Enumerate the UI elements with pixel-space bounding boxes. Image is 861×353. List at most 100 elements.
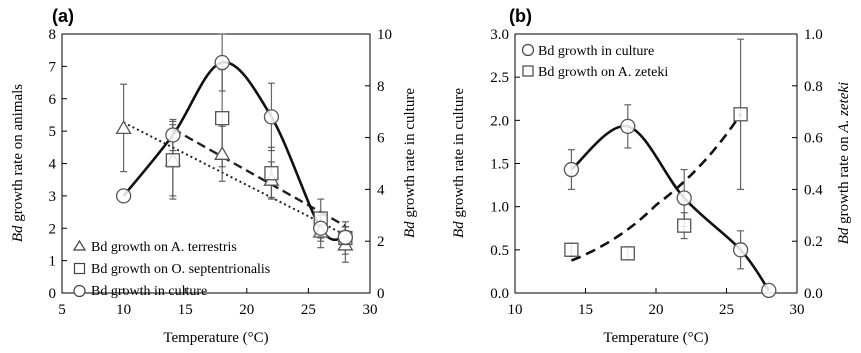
- right-y-tick-label: 6: [377, 131, 385, 147]
- panel-b-label: (b): [509, 6, 532, 26]
- legend-triangle-icon: [72, 239, 87, 251]
- panel-b: (b) 10 15 20 25 300.00.51.01.52.02.53.00.00.…: [451, 6, 852, 346]
- circle-data-point: [563, 161, 580, 178]
- panel-a-right-axis-label: Bd growth rate in culture: [402, 88, 418, 238]
- square-data-point: [733, 107, 748, 122]
- panel-a-x-axis-label: Temperature (°C): [163, 330, 268, 346]
- x-tick-label: 15: [178, 302, 193, 318]
- circle-data-point: [214, 54, 230, 71]
- panel-a-right-axis-label-rest: growth rate in culture: [402, 88, 418, 222]
- legend-square-icon: [522, 65, 534, 77]
- circle-data-point: [263, 109, 280, 125]
- left-y-tick-label: 0.0: [490, 286, 509, 302]
- circle-data-point: [115, 188, 132, 204]
- panel-b-ticks: 10 15 20 25 300.00.51.01.52.02.53.00.00.20.4…: [490, 27, 823, 318]
- panel-b-legend-culture: Bd growth in culture: [538, 44, 654, 59]
- square-data-point: [165, 153, 181, 168]
- x-tick-label: 20: [649, 302, 664, 318]
- right-y-tick-label: 2: [377, 234, 385, 250]
- panel-a-legend-septentrionalis: Bd growth on O. septentrionalis: [91, 262, 270, 277]
- right-y-tick-label: 10: [377, 27, 392, 43]
- legend-circle-icon: [73, 284, 86, 298]
- legend-square-icon: [73, 262, 86, 275]
- panel-b-right-axis-label-italic2: A. zeteki: [836, 82, 852, 134]
- panel-a-legend-culture: Bd growth in culture: [91, 284, 207, 299]
- left-y-tick-label: 6: [49, 92, 57, 108]
- circle-data-point: [732, 242, 749, 258]
- x-tick-label: 30: [363, 302, 378, 318]
- panel-a-data-marks: [115, 33, 354, 263]
- panel-b-legend-zeteki: Bd growth on A. zeteki: [538, 65, 668, 80]
- left-y-tick-label: 2: [49, 221, 57, 237]
- right-y-tick-label: 8: [377, 79, 385, 95]
- circle-data-point: [620, 118, 636, 135]
- zeteki-fit-curve: [570, 113, 742, 262]
- panel-a-legend-terrestris: Bd growth on A. terrestris: [91, 240, 237, 255]
- right-y-tick-label: 0.8: [804, 79, 823, 95]
- panel-b-legend: Bd growth in culture Bd growth on A. zet…: [521, 43, 668, 80]
- panel-a-left-axis-label-rest: growth rate on animals: [10, 84, 26, 226]
- circle-data-point: [337, 229, 354, 245]
- left-y-tick-label: 1: [49, 254, 57, 270]
- panel-b-right-axis-label: Bd growth rate on A. zeteki: [836, 82, 852, 244]
- x-tick-label: 25: [719, 302, 734, 318]
- legend-circle-icon: [521, 43, 535, 57]
- left-y-tick-label: 5: [49, 124, 57, 140]
- left-y-tick-label: 1.0: [490, 200, 509, 216]
- right-y-tick-label: 0.2: [804, 234, 823, 250]
- panel-b-left-axis-label-italic: Bd: [451, 221, 467, 238]
- left-y-tick-label: 0.5: [490, 243, 509, 259]
- left-y-tick-label: 7: [49, 59, 57, 75]
- x-tick-label: 10: [116, 302, 131, 318]
- panel-b-right-axis-label-rest: growth rate on: [836, 133, 852, 228]
- culture-fit-curve: [122, 61, 346, 242]
- square-data-point: [264, 166, 279, 181]
- triangle-data-point: [214, 145, 231, 160]
- panel-b-left-axis-label-rest: growth rate in culture: [451, 88, 467, 222]
- right-y-tick-label: 4: [377, 182, 385, 198]
- x-tick-label: 10: [508, 302, 523, 318]
- circle-data-point: [313, 220, 329, 236]
- panel-a-right-axis-label-italic: Bd: [402, 221, 418, 238]
- square-data-point: [677, 218, 692, 233]
- panel-a-left-axis-label-italic: Bd: [10, 225, 26, 242]
- left-y-tick-label: 2.0: [490, 113, 509, 129]
- x-tick-label: 15: [578, 302, 593, 318]
- panel-b-fit-lines: [570, 113, 770, 292]
- right-y-tick-label: 0.6: [804, 131, 823, 147]
- panel-a-fit-lines: [122, 61, 346, 242]
- x-tick-label: 5: [58, 302, 66, 318]
- circle-data-point: [761, 282, 777, 299]
- septentrionalis-trend-line: [172, 127, 346, 228]
- left-y-tick-label: 0: [49, 286, 57, 302]
- triangle-data-point: [115, 120, 132, 135]
- terrestris-trend-line: [123, 121, 346, 236]
- x-tick-label: 20: [239, 302, 254, 318]
- circle-data-point: [165, 127, 181, 143]
- left-y-tick-label: 3.0: [490, 27, 509, 43]
- left-y-tick-label: 3: [49, 189, 57, 205]
- right-y-tick-label: 0.0: [804, 286, 823, 302]
- panel-b-left-axis-label: Bd growth rate in culture: [451, 88, 467, 238]
- left-y-tick-label: 8: [49, 27, 57, 43]
- culture-fit-curve: [570, 125, 770, 292]
- right-y-tick-label: 0.4: [804, 182, 823, 198]
- panel-a-left-axis-label: Bd growth rate on animals: [10, 84, 26, 242]
- x-tick-label: 25: [301, 302, 316, 318]
- panel-b-data-marks: [563, 38, 777, 299]
- panel-a-legend: Bd growth on A. terrestris Bd growth on …: [72, 239, 270, 299]
- left-y-tick-label: 2.5: [490, 70, 509, 86]
- x-tick-label: 30: [790, 302, 805, 318]
- right-y-tick-label: 1.0: [804, 27, 823, 43]
- panel-a-label: (a): [52, 6, 74, 26]
- circle-data-point: [676, 190, 692, 206]
- left-y-tick-label: 4: [49, 157, 57, 173]
- panel-b-right-axis-label-italic1: Bd: [836, 227, 852, 244]
- panel-b-x-axis-label: Temperature (°C): [603, 330, 708, 346]
- square-data-point: [620, 246, 635, 261]
- square-data-point: [215, 111, 230, 126]
- square-data-point: [564, 242, 579, 257]
